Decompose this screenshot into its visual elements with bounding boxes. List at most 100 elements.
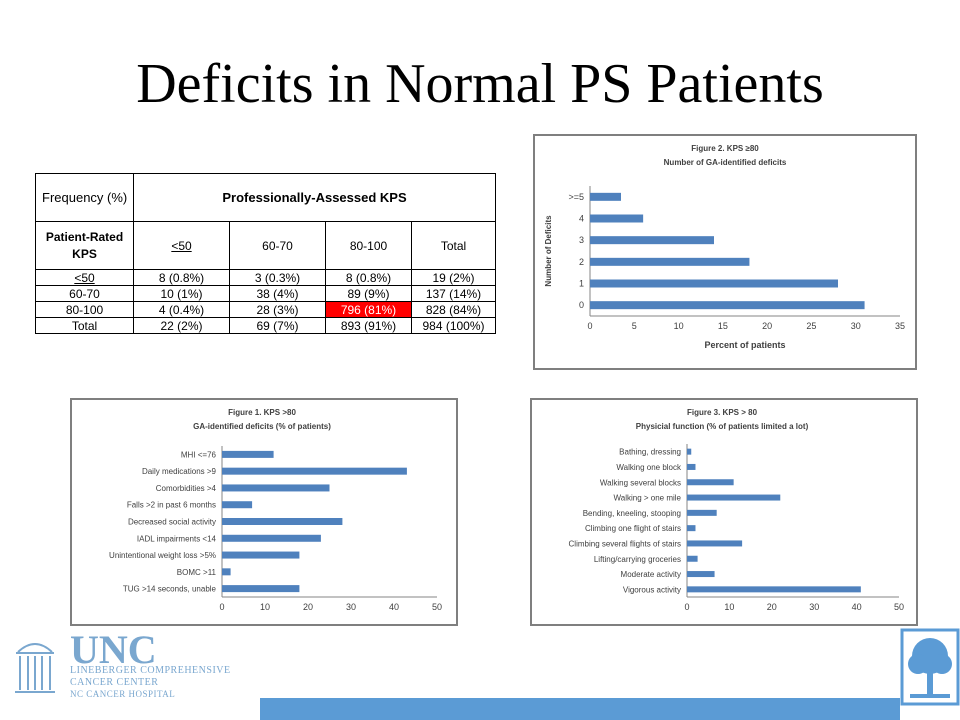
bar xyxy=(222,484,330,492)
table-row: Total 22 (2%) 69 (7%) 893 (91%) 984 (100… xyxy=(35,317,496,334)
unc-wordmark: UNC xyxy=(70,627,157,672)
table-col-header: 80-100 xyxy=(325,221,412,270)
category-label: TUG >14 seconds, unable xyxy=(123,585,217,594)
figure-2-chart: Figure 2. KPS ≥80 Number of GA-identified… xyxy=(533,134,917,370)
x-tick-label: 15 xyxy=(718,321,728,331)
bar xyxy=(687,509,717,516)
chart-subtitle: Number of GA-identified deficits xyxy=(664,158,787,167)
logo-line-3: NC CANCER HOSPITAL xyxy=(70,689,176,699)
tree-icon xyxy=(900,628,960,706)
logo-line-1: LINEBERGER COMPREHENSIVE xyxy=(70,665,231,676)
category-label: Moderate activity xyxy=(621,570,681,579)
bar xyxy=(222,501,253,509)
chart-title: Figure 2. KPS ≥80 xyxy=(691,144,759,153)
bar xyxy=(590,257,750,266)
category-label: >=5 xyxy=(568,192,584,202)
table-row-label: 60-70 xyxy=(35,285,134,302)
unc-lineberger-logo: UNC LINEBERGER COMPREHENSIVE CANCER CENT… xyxy=(10,627,250,702)
bar xyxy=(590,279,838,288)
table-cell: 4 (0.4%) xyxy=(133,301,230,318)
logo-line-2: CANCER CENTER xyxy=(70,677,159,688)
category-label: MHI <=76 xyxy=(181,450,217,459)
table-cell: 38 (4%) xyxy=(229,285,326,302)
old-well-icon xyxy=(15,643,55,693)
figure-1-svg: Figure 1. KPS >80 GA-identified deficits … xyxy=(109,408,442,612)
category-label: Decreased social activity xyxy=(128,518,216,527)
chart-subtitle: GA-identified deficits (% of patients) xyxy=(193,422,331,431)
category-label: 2 xyxy=(579,257,584,267)
bar xyxy=(687,448,692,455)
x-tick-label: 20 xyxy=(303,602,313,612)
category-label: Walking one block xyxy=(616,463,682,472)
table-cell-highlighted: 796 (81%) xyxy=(325,301,412,318)
table-cell: 19 (2%) xyxy=(411,269,496,286)
chart-subtitle: Physicial function (% of patients limite… xyxy=(636,422,809,431)
bar xyxy=(590,236,714,245)
figure-1-chart: Figure 1. KPS >80 GA-identified deficits … xyxy=(70,398,458,626)
x-tick-label: 30 xyxy=(851,321,861,331)
category-label: Falls >2 in past 6 months xyxy=(127,501,216,510)
table-cell: 28 (3%) xyxy=(229,301,326,318)
category-label: 4 xyxy=(579,214,584,224)
table-cell: 22 (2%) xyxy=(133,317,230,334)
slide-title: Deficits in Normal PS Patients xyxy=(136,53,824,115)
x-tick-label: 40 xyxy=(389,602,399,612)
category-label: Comorbidities >4 xyxy=(156,484,217,493)
x-tick-label: 20 xyxy=(762,321,772,331)
table-row-header-label: Patient-Rated KPS xyxy=(35,221,134,270)
x-tick-label: 50 xyxy=(432,602,442,612)
category-label: Walking several blocks xyxy=(600,478,681,487)
x-tick-label: 30 xyxy=(346,602,356,612)
x-tick-label: 30 xyxy=(809,602,819,612)
table-row: 60-70 10 (1%) 38 (4%) 89 (9%) 137 (14%) xyxy=(35,285,496,302)
category-label: Bending, kneeling, stooping xyxy=(583,509,681,518)
bar xyxy=(222,568,231,576)
kps-frequency-table: Frequency (%) Professionally-Assessed KP… xyxy=(35,173,496,334)
bar xyxy=(687,494,781,501)
table-row: <50 8 (0.8%) 3 (0.3%) 8 (0.8%) 19 (2%) xyxy=(35,269,496,286)
category-label: 3 xyxy=(579,235,584,245)
category-label: Vigorous activity xyxy=(623,585,681,594)
category-label: Lifting/carrying groceries xyxy=(594,555,681,564)
table-row-label: <50 xyxy=(35,269,134,286)
bar xyxy=(222,450,274,458)
x-tick-label: 20 xyxy=(767,602,777,612)
figure-2-svg: Figure 2. KPS ≥80 Number of GA-identified… xyxy=(544,144,905,350)
table-cell: 8 (0.8%) xyxy=(133,269,230,286)
bar xyxy=(687,463,696,470)
x-tick-label: 0 xyxy=(587,321,592,331)
category-label: IADL impairments <14 xyxy=(137,534,217,543)
figure-3-chart: Figure 3. KPS > 80 Physicial function (% … xyxy=(530,398,918,626)
y-axis-title: Number of Deficits xyxy=(544,215,553,287)
footer-bar xyxy=(260,698,900,720)
bar xyxy=(222,467,407,475)
table-cell: 10 (1%) xyxy=(133,285,230,302)
category-label: Bathing, dressing xyxy=(619,448,681,457)
bar xyxy=(687,571,715,578)
bar xyxy=(687,540,743,547)
chart-title: Figure 3. KPS > 80 xyxy=(687,408,758,417)
table-cell: 69 (7%) xyxy=(229,317,326,334)
table-corner-label: Frequency (%) xyxy=(35,173,134,222)
bar xyxy=(590,301,865,310)
table-cell: 984 (100%) xyxy=(411,317,496,334)
x-tick-label: 35 xyxy=(895,321,905,331)
table-col-header: <50 xyxy=(133,221,230,270)
bar xyxy=(222,534,321,542)
table-row-label: Total xyxy=(35,317,134,334)
x-tick-label: 0 xyxy=(219,602,224,612)
table-row: 80-100 4 (0.4%) 28 (3%) 796 (81%) 828 (8… xyxy=(35,301,496,318)
chart-title: Figure 1. KPS >80 xyxy=(228,408,296,417)
table-cell: 8 (0.8%) xyxy=(325,269,412,286)
x-tick-label: 10 xyxy=(674,321,684,331)
table-group-header: Professionally-Assessed KPS xyxy=(133,173,496,222)
category-label: Daily medications >9 xyxy=(142,467,217,476)
bar xyxy=(222,585,300,593)
table-cell: 137 (14%) xyxy=(411,285,496,302)
table-cell: 893 (91%) xyxy=(325,317,412,334)
bar xyxy=(590,192,621,201)
table-row-label: 80-100 xyxy=(35,301,134,318)
x-tick-label: 25 xyxy=(806,321,816,331)
table-col-header: Total xyxy=(411,221,496,270)
bar xyxy=(590,214,644,223)
